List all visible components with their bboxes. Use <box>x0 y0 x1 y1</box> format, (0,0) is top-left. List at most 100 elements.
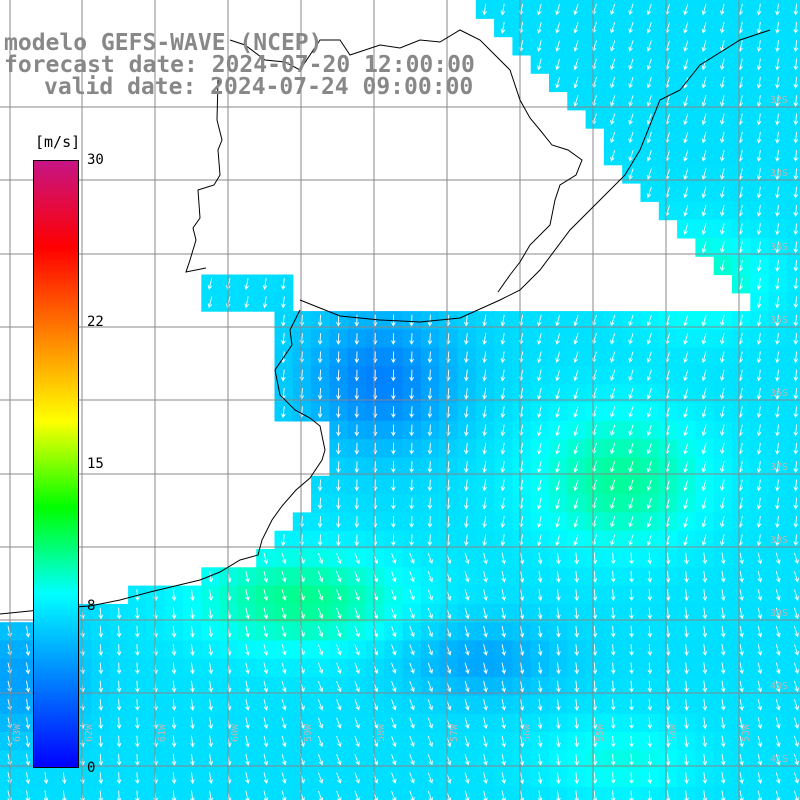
wind-arrow <box>464 314 469 327</box>
wind-arrow <box>793 58 799 71</box>
wind-arrow <box>683 186 689 199</box>
wind-arrow <box>646 58 652 71</box>
wind-arrow <box>354 589 360 601</box>
wind-arrow <box>683 314 689 327</box>
field-cell <box>219 786 239 800</box>
wind-arrow <box>391 424 396 437</box>
wind-arrow <box>720 516 725 528</box>
wind-arrow <box>775 479 780 492</box>
wind-arrow <box>207 296 213 309</box>
wind-arrow <box>646 516 652 528</box>
wind-arrow <box>739 717 744 730</box>
wind-arrow <box>573 333 579 345</box>
wind-arrow <box>464 662 470 675</box>
wind-arrow <box>574 589 580 602</box>
wind-arrow <box>610 662 616 675</box>
wind-arrow <box>500 534 506 547</box>
wind-arrow <box>701 58 707 71</box>
wind-arrow <box>281 662 287 675</box>
wind-arrow <box>427 717 433 729</box>
wind-arrow <box>610 680 616 693</box>
wind-arrow <box>317 680 324 693</box>
wind-arrow <box>775 314 780 327</box>
wind-arrow <box>647 772 653 785</box>
wind-arrow <box>683 516 689 528</box>
wind-arrow <box>317 387 323 400</box>
wind-arrow <box>427 589 433 601</box>
wind-arrow <box>683 424 689 437</box>
wind-arrow <box>409 442 414 455</box>
wind-arrow <box>775 259 780 272</box>
wind-arrow <box>775 424 780 437</box>
field-cell <box>603 786 623 800</box>
latitude-label: 40S <box>770 681 789 692</box>
wind-arrow <box>720 241 725 254</box>
latitude-label: 38S <box>770 535 789 546</box>
wind-arrow <box>720 369 725 382</box>
wind-arrow <box>628 497 634 510</box>
wind-arrow <box>409 699 415 711</box>
wind-arrow <box>720 21 725 34</box>
wind-arrow <box>793 21 799 34</box>
wind-arrow <box>684 644 689 657</box>
wind-arrow <box>610 570 616 583</box>
wind-arrow <box>647 589 653 602</box>
wind-arrow <box>646 442 652 455</box>
wind-arrow <box>646 424 652 437</box>
wind-arrow <box>98 735 104 748</box>
wind-arrow <box>482 406 487 419</box>
wind-arrow <box>720 680 726 693</box>
wind-arrow <box>336 424 341 437</box>
wind-arrow <box>665 772 671 785</box>
field-cell <box>677 786 696 800</box>
wind-arrow <box>483 680 488 693</box>
wind-arrow <box>683 40 689 52</box>
wind-arrow <box>354 626 360 638</box>
model-title: modelo GEFS-WAVE (NCEP) <box>4 30 323 56</box>
wind-arrow <box>263 625 269 638</box>
wind-arrow <box>646 369 652 382</box>
wind-arrow <box>702 717 708 730</box>
wind-arrow <box>537 534 542 547</box>
wind-arrow <box>116 735 122 748</box>
wind-arrow <box>756 351 762 364</box>
wind-arrow <box>501 571 507 583</box>
wind-arrow <box>756 314 762 327</box>
wind-arrow <box>610 442 616 455</box>
wind-arrow <box>519 607 525 620</box>
wind-arrow <box>720 168 725 181</box>
wind-arrow <box>427 552 433 565</box>
wind-arrow <box>281 754 287 766</box>
wind-arrow <box>628 388 634 400</box>
wind-arrow <box>701 387 707 400</box>
field-cell <box>786 622 800 642</box>
wind-arrow <box>245 607 250 620</box>
longitude-label: 58W <box>376 723 387 742</box>
wind-arrow <box>646 534 652 547</box>
wind-arrow <box>317 699 324 711</box>
wind-arrow <box>628 113 634 126</box>
wind-arrow <box>555 424 561 437</box>
wind-arrow <box>391 351 396 364</box>
wind-arrow <box>592 625 598 638</box>
wind-arrow <box>317 314 323 327</box>
wind-arrow <box>135 735 140 748</box>
wind-arrow <box>793 95 799 108</box>
wind-arrow <box>464 607 470 620</box>
wind-arrow <box>171 589 177 602</box>
wind-arrow <box>501 772 507 785</box>
wind-arrow <box>793 571 799 583</box>
latitude-label: 39S <box>770 608 789 619</box>
wind-arrow <box>135 680 140 693</box>
wind-arrow <box>720 461 725 473</box>
wind-arrow <box>336 333 341 345</box>
wind-arrow <box>793 534 799 547</box>
wind-arrow <box>629 699 634 711</box>
wind-arrow <box>500 406 506 419</box>
field-cell <box>786 292 800 312</box>
wind-arrow <box>25 644 31 657</box>
wind-arrow <box>336 626 342 638</box>
wind-arrow <box>702 680 708 693</box>
wind-arrow <box>336 479 341 492</box>
